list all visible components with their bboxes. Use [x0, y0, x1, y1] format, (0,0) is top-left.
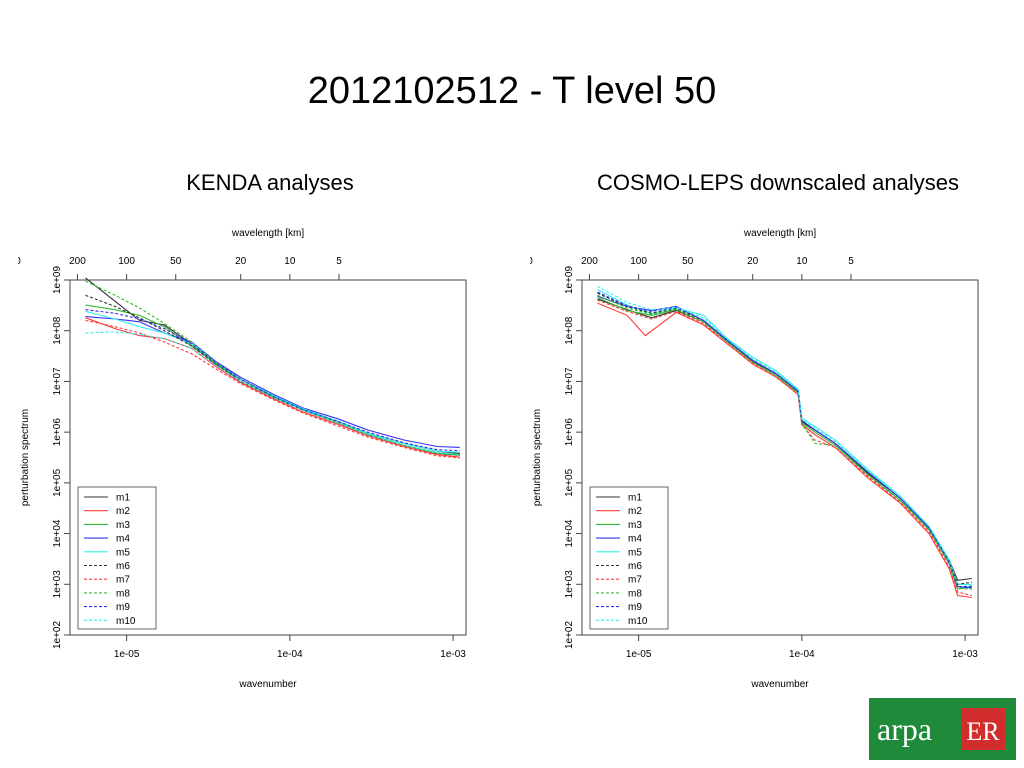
legend-label: m7: [116, 575, 130, 586]
y-tick-label: 1e+02: [52, 621, 63, 650]
arpa-er-logo: arpa ER: [869, 698, 1016, 760]
x-axis-label: wavenumber: [750, 679, 809, 690]
legend-label: m6: [628, 561, 642, 572]
right-panel-title: COSMO-LEPS downscaled analyses: [597, 170, 959, 195]
x-tick-label: 1e-05: [114, 649, 140, 660]
y-tick-label: 1e+09: [564, 266, 575, 295]
legend-label: m2: [116, 506, 130, 517]
legend-label: m1: [628, 493, 642, 504]
y-axis-label: perturbation spectrum: [532, 409, 543, 506]
logo-er-box: [961, 708, 1005, 750]
top-tick-label: 100: [118, 256, 135, 267]
top-tick-label: 5: [848, 256, 854, 267]
legend-label: m3: [628, 520, 642, 531]
plot-frame: [69, 279, 467, 636]
top-tick-label: 100: [630, 256, 647, 267]
logo-text-arpa: arpa: [877, 711, 932, 747]
y-tick-label: 1e+03: [52, 570, 63, 599]
series-line-m4: [85, 316, 460, 448]
legend-label: m5: [116, 547, 130, 558]
series-line-m1: [85, 277, 460, 455]
legend-label: m10: [116, 616, 136, 627]
legend-label: m10: [628, 616, 648, 627]
legend-label: m6: [116, 561, 130, 572]
top-tick-label: 200: [581, 256, 598, 267]
slide-title: 2012102512 - T level 50: [307, 70, 717, 112]
series-line-m7: [85, 319, 460, 459]
y-tick-label: 1e+05: [564, 468, 575, 497]
legend-label: m5: [628, 547, 642, 558]
legend-label: m3: [116, 520, 130, 531]
plot-frame: [581, 279, 979, 636]
x-tick-label: 1e-03: [440, 649, 466, 660]
y-tick-label: 1e+06: [564, 418, 575, 447]
x-tick-label: 1e-03: [952, 649, 978, 660]
x-tick-label: 1e-04: [789, 649, 815, 660]
series-line-m10: [597, 285, 972, 586]
legend-label: m4: [628, 534, 642, 545]
y-tick-label: 1e+07: [52, 367, 63, 396]
legend-label: m9: [628, 602, 642, 613]
top-tick-label: 20: [235, 256, 247, 267]
top-axis-label: wavelength [km]: [231, 228, 304, 239]
y-tick-label: 1e+04: [52, 519, 63, 548]
legend-label: m1: [116, 493, 130, 504]
top-tick-label: 5: [336, 256, 342, 267]
top-tick-label: 50: [170, 256, 182, 267]
y-tick-label: 1e+02: [564, 621, 575, 650]
legend-label: m2: [628, 506, 642, 517]
kenda-spectrum-chart: 1e-05 1e-04 1e-03 wavenumber 500 200 100 50 20 10…: [18, 228, 467, 690]
top-tick-label: 10: [796, 256, 808, 267]
x-tick-label: 1e-05: [626, 649, 652, 660]
y-tick-label: 1e+03: [564, 570, 575, 599]
logo-text-er: ER: [966, 717, 1000, 746]
series-line-m2: [85, 317, 460, 458]
top-tick-label: 200: [69, 256, 86, 267]
series-line-m10: [85, 331, 460, 456]
y-tick-label: 1e+07: [564, 367, 575, 396]
legend-label: m9: [116, 602, 130, 613]
y-tick-label: 1e+08: [52, 316, 63, 345]
y-tick-label: 1e+06: [52, 418, 63, 447]
series-line-m9: [597, 291, 972, 588]
y-tick-label: 1e+04: [564, 519, 575, 548]
x-tick-label: 1e-04: [277, 649, 303, 660]
y-tick-label: 1e+09: [52, 266, 63, 295]
y-axis-label: perturbation spectrum: [20, 409, 31, 506]
top-tick-label: 500: [530, 256, 533, 267]
legend-label: m7: [628, 575, 642, 586]
cosmo-leps-spectrum-chart: 1e-05 1e-04 1e-03 wavenumber 500 200 100 50 20 10…: [530, 228, 979, 690]
top-tick-label: 500: [18, 256, 21, 267]
series-line-m9: [85, 309, 460, 452]
left-panel-title: KENDA analyses: [186, 170, 354, 195]
legend-label: m4: [116, 534, 130, 545]
top-tick-label: 50: [682, 256, 694, 267]
top-axis-label: wavelength [km]: [743, 228, 816, 239]
series-line-m5: [85, 310, 460, 453]
top-tick-label: 20: [747, 256, 759, 267]
series-line-m8: [85, 280, 460, 456]
top-tick-label: 10: [284, 256, 296, 267]
y-tick-label: 1e+05: [52, 468, 63, 497]
x-axis-label: wavenumber: [238, 679, 297, 690]
legend-label: m8: [116, 588, 130, 599]
legend-label: m8: [628, 588, 642, 599]
y-tick-label: 1e+08: [564, 316, 575, 345]
